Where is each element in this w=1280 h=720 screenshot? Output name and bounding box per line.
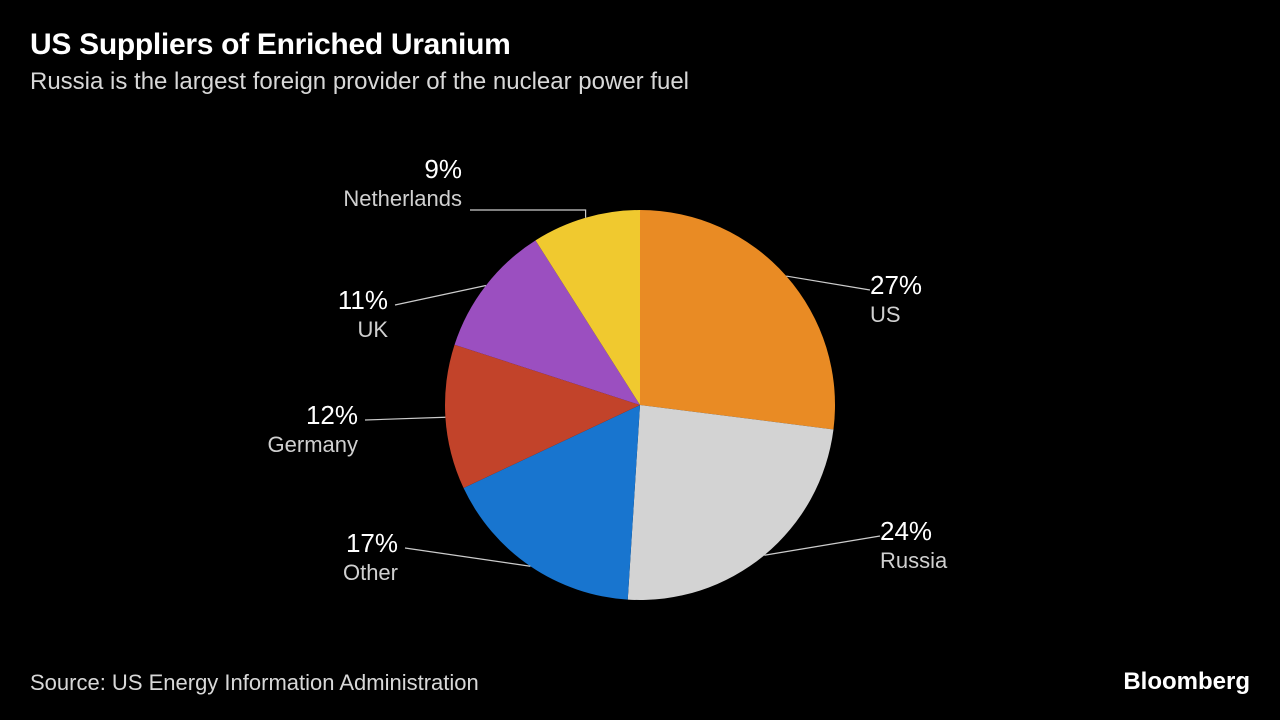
pie-slice-russia — [628, 405, 834, 600]
chart-title: US Suppliers of Enriched Uranium — [30, 28, 1250, 62]
slice-label-other: Other — [343, 560, 398, 585]
slice-pct-netherlands: 9% — [424, 154, 462, 184]
slice-label-netherlands: Netherlands — [343, 186, 462, 211]
pie-slice-us — [640, 210, 835, 429]
slice-pct-us: 27% — [870, 270, 922, 300]
leader-line — [470, 210, 586, 218]
chart-header: US Suppliers of Enriched Uranium Russia … — [0, 0, 1280, 96]
pie-chart: 27%US 24%Russia 17%Other 12%Germany 11%UK 9%N… — [0, 140, 1280, 640]
slice-label-germany: Germany — [268, 432, 358, 457]
source-text: Source: US Energy Information Administra… — [30, 670, 479, 696]
leader-line — [365, 417, 445, 420]
slice-pct-uk: 11% — [338, 285, 388, 315]
chart-footer: Source: US Energy Information Administra… — [30, 668, 1250, 696]
slice-label-us: US — [870, 302, 901, 327]
slice-label-russia: Russia — [880, 548, 948, 573]
brand-logo: Bloomberg — [1123, 668, 1250, 696]
chart-subtitle: Russia is the largest foreign provider o… — [30, 68, 1250, 96]
leader-line — [395, 285, 486, 305]
slice-pct-other: 17% — [346, 528, 398, 558]
slice-label-uk: UK — [357, 317, 388, 342]
slice-pct-russia: 24% — [880, 516, 932, 546]
leader-line — [786, 276, 870, 290]
slice-pct-germany: 12% — [306, 400, 358, 430]
